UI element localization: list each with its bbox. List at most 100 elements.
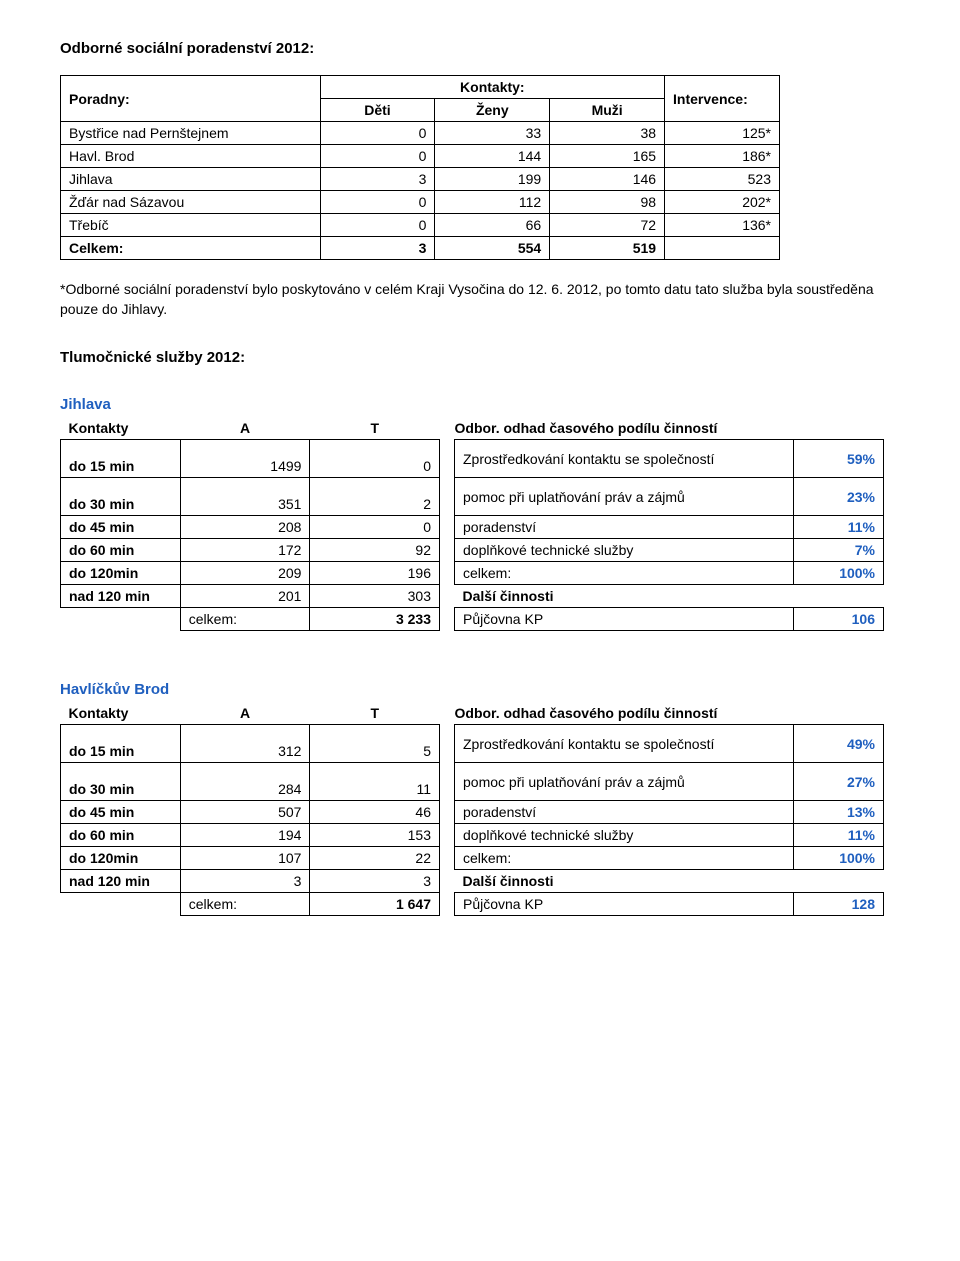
- cell-label: do 120min: [61, 847, 181, 870]
- cell-name: Žďár nad Sázavou: [61, 191, 321, 214]
- cell-zeny: 554: [435, 237, 550, 260]
- cell-a: 1499: [180, 440, 310, 478]
- table-row: pomoc při uplatňování práv a zájmů 27%: [455, 763, 884, 801]
- table-row: doplňkové technické služby 11%: [455, 824, 884, 847]
- cell-muzi: 98: [550, 191, 665, 214]
- cell-label: do 30 min: [61, 478, 181, 516]
- hdr-kontakty: Kontakty: [61, 417, 181, 440]
- table-row: Zprostředkování kontaktu se společností …: [455, 440, 884, 478]
- table-row: pomoc při uplatňování práv a zájmů 23%: [455, 478, 884, 516]
- cell-t: 2: [310, 478, 440, 516]
- cell-int: 186*: [665, 145, 780, 168]
- hdr-kontakty: Kontakty: [61, 702, 181, 725]
- cell-dalsi: Další činnosti: [455, 870, 794, 893]
- cell-int: 202*: [665, 191, 780, 214]
- table-row: do 120min 209 196: [61, 562, 440, 585]
- table-row: do 30 min 351 2: [61, 478, 440, 516]
- cell-zeny: 199: [435, 168, 550, 191]
- cell-muzi: 165: [550, 145, 665, 168]
- cell-deti: 0: [320, 191, 435, 214]
- cell-label: nad 120 min: [61, 870, 181, 893]
- cell-val: 27%: [794, 763, 884, 801]
- cell-text: pomoc při uplatňování práv a zájmů: [455, 763, 794, 801]
- cell-a: 209: [180, 562, 310, 585]
- cell-zeny: 66: [435, 214, 550, 237]
- cell-val: 13%: [794, 801, 884, 824]
- heading-tlumocnicke: Tlumočnické služby 2012:: [60, 349, 900, 366]
- table-row: nad 120 min 201 303: [61, 585, 440, 608]
- cell-a: 208: [180, 516, 310, 539]
- table-row: Havl. Brod 0 144 165 186*: [61, 145, 780, 168]
- cell-a: 172: [180, 539, 310, 562]
- cell-val: 23%: [794, 478, 884, 516]
- table-row: do 60 min 194 153: [61, 824, 440, 847]
- table-row: Zprostředkování kontaktu se společností …: [455, 725, 884, 763]
- cell-muzi: 146: [550, 168, 665, 191]
- cell-label: do 30 min: [61, 763, 181, 801]
- cell-kp-label: Půjčovna KP: [455, 608, 794, 631]
- cell-zeny: 144: [435, 145, 550, 168]
- table-odbor-brod: Odbor. odhad časového podílu činností Zp…: [454, 702, 884, 916]
- hdr-a: A: [180, 702, 310, 725]
- table-kontakty-jihlava: Kontakty A T do 15 min 1499 0 do 30 min …: [60, 417, 440, 631]
- cell-a: 107: [180, 847, 310, 870]
- cell-label: do 45 min: [61, 516, 181, 539]
- city-brod: Havlíčkův Brod: [60, 681, 900, 698]
- cell-deti: 0: [320, 122, 435, 145]
- cell-t: 153: [310, 824, 440, 847]
- cell-t: 46: [310, 801, 440, 824]
- cell-muzi: 519: [550, 237, 665, 260]
- cell-deti: 3: [320, 168, 435, 191]
- cell-muzi: 72: [550, 214, 665, 237]
- table-odbor-jihlava: Odbor. odhad časového podílu činností Zp…: [454, 417, 884, 631]
- hdr-t: T: [310, 417, 440, 440]
- pair-jihlava: Kontakty A T do 15 min 1499 0 do 30 min …: [60, 417, 900, 631]
- table-row: do 45 min 507 46: [61, 801, 440, 824]
- cell-celkem-val: 3 233: [310, 608, 440, 631]
- heading-odborne: Odborné sociální poradenství 2012:: [60, 40, 900, 57]
- table-row: Půjčovna KP 106: [455, 608, 884, 631]
- cell-a: 351: [180, 478, 310, 516]
- table-row: do 60 min 172 92: [61, 539, 440, 562]
- cell-celkem-label: celkem:: [180, 608, 310, 631]
- hdr-a: A: [180, 417, 310, 440]
- cell-text: poradenství: [455, 801, 794, 824]
- cell-val: 7%: [794, 539, 884, 562]
- cell-text: pomoc při uplatňování práv a zájmů: [455, 478, 794, 516]
- cell-int: [665, 237, 780, 260]
- table-row: Bystřice nad Pernštejnem 0 33 38 125*: [61, 122, 780, 145]
- cell-label: do 15 min: [61, 440, 181, 478]
- table-row: do 30 min 284 11: [61, 763, 440, 801]
- cell-label: do 120min: [61, 562, 181, 585]
- cell-name: Jihlava: [61, 168, 321, 191]
- table-row: do 45 min 208 0: [61, 516, 440, 539]
- table-row: Další činnosti: [455, 870, 884, 893]
- cell-t: 92: [310, 539, 440, 562]
- table-row-total: celkem: 1 647: [61, 893, 440, 916]
- cell-deti: 0: [320, 214, 435, 237]
- cell-a: 194: [180, 824, 310, 847]
- cell-dalsi: Další činnosti: [455, 585, 794, 608]
- table-row: celkem: 100%: [455, 562, 884, 585]
- table-row: poradenství 11%: [455, 516, 884, 539]
- cell-val: 100%: [794, 847, 884, 870]
- cell-a: 3: [180, 870, 310, 893]
- cell-t: 5: [310, 725, 440, 763]
- cell-label: do 15 min: [61, 725, 181, 763]
- cell-val: 11%: [794, 516, 884, 539]
- table-row: do 120min 107 22: [61, 847, 440, 870]
- cell-deti: 0: [320, 145, 435, 168]
- cell-t: 3: [310, 870, 440, 893]
- cell-deti: 3: [320, 237, 435, 260]
- cell-t: 0: [310, 440, 440, 478]
- cell-t: 303: [310, 585, 440, 608]
- cell-zeny: 33: [435, 122, 550, 145]
- cell-t: 0: [310, 516, 440, 539]
- cell-label: do 60 min: [61, 824, 181, 847]
- cell-muzi: 38: [550, 122, 665, 145]
- cell-text: celkem:: [455, 562, 794, 585]
- table-row: Žďár nad Sázavou 0 112 98 202*: [61, 191, 780, 214]
- table-row-total: celkem: 3 233: [61, 608, 440, 631]
- cell-val: 59%: [794, 440, 884, 478]
- cell-name: Třebíč: [61, 214, 321, 237]
